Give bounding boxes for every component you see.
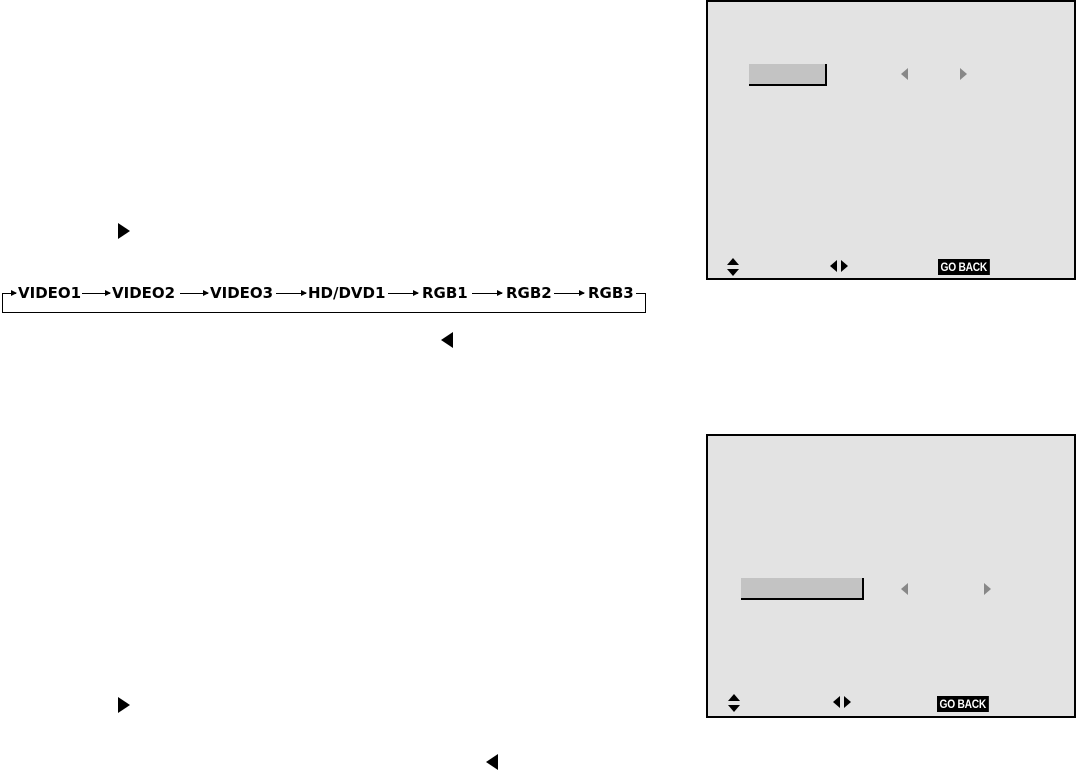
arrow xyxy=(82,290,111,296)
osd-menu-top: GO BACK xyxy=(706,0,1076,280)
cycle-item-rgb3: RGB3 xyxy=(588,283,634,303)
up-down-arrow-icon xyxy=(727,258,739,276)
arrow xyxy=(472,290,503,296)
arrow xyxy=(554,290,585,296)
cycle-item-video1: VIDEO1 xyxy=(18,283,82,303)
go-back-label: GO BACK xyxy=(937,696,989,712)
arrow xyxy=(388,290,419,296)
cycle-item-video3: VIDEO3 xyxy=(210,283,274,303)
up-down-arrow-icon xyxy=(728,694,740,712)
cycle-item-rgb1: RGB1 xyxy=(422,283,468,303)
go-back-label: GO BACK xyxy=(938,259,990,275)
input-cycle-diagram: VIDEO1 VIDEO2 VIDEO3 HD/DVD1 RGB1 RGB2 R… xyxy=(2,283,646,313)
triangle-right-icon xyxy=(118,697,130,713)
triangle-left-icon xyxy=(486,754,498,770)
triangle-right-icon xyxy=(118,223,130,239)
left-right-arrow-icon xyxy=(830,260,848,272)
loop-line xyxy=(636,293,646,294)
adjust-right-icon[interactable] xyxy=(984,583,991,595)
left-right-arrow-icon xyxy=(833,696,851,708)
loop-line xyxy=(2,293,646,313)
triangle-left-icon xyxy=(441,332,453,348)
adjust-left-icon[interactable] xyxy=(901,583,908,595)
arrow xyxy=(2,290,17,296)
arrow xyxy=(276,290,307,296)
highlighted-menu-item[interactable] xyxy=(749,64,827,86)
cycle-item-hd-dvd1: HD/DVD1 xyxy=(308,283,386,303)
cycle-item-rgb2: RGB2 xyxy=(506,283,552,303)
arrow xyxy=(180,290,209,296)
adjust-right-icon[interactable] xyxy=(960,68,967,80)
cycle-item-video2: VIDEO2 xyxy=(112,283,176,303)
highlighted-menu-item[interactable] xyxy=(741,578,864,600)
osd-menu-bottom: GO BACK xyxy=(706,434,1076,718)
adjust-left-icon[interactable] xyxy=(901,68,908,80)
